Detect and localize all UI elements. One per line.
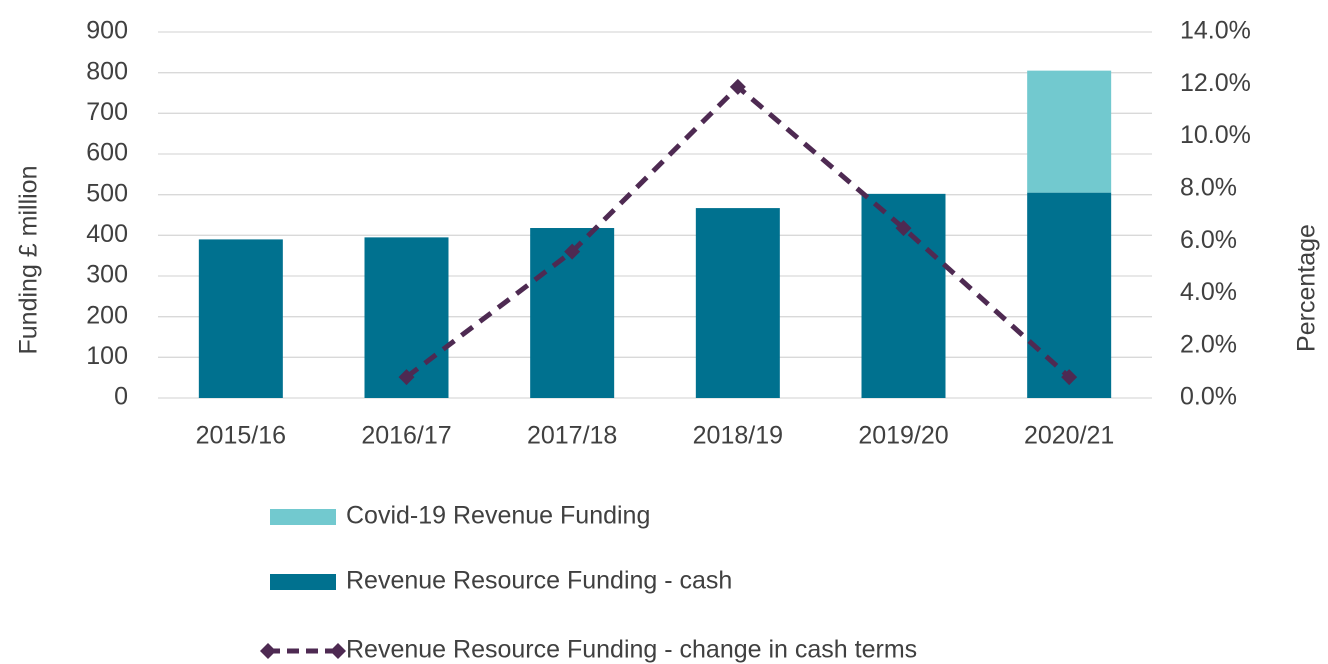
line-marker: [729, 78, 746, 95]
line-marker: [1061, 369, 1078, 386]
y2-tick-label: 6.0%: [1180, 226, 1237, 254]
y2-tick-label: 4.0%: [1180, 278, 1237, 306]
legend-swatch: [270, 574, 336, 590]
bar: [198, 239, 283, 398]
legend-label: Covid-19 Revenue Funding: [346, 502, 650, 530]
line-marker: [895, 220, 912, 237]
legend-marker: [260, 643, 276, 659]
legend-label: Revenue Resource Funding - cash: [346, 567, 732, 595]
bar: [1027, 192, 1112, 398]
bar: [1027, 70, 1112, 193]
x-tick-label: 2020/21: [1024, 422, 1114, 450]
x-tick-label: 2017/18: [527, 422, 617, 450]
y-tick-label: 200: [86, 301, 128, 329]
legend-marker: [330, 643, 346, 659]
x-tick-label: 2015/16: [196, 422, 286, 450]
y-tick-label: 700: [86, 98, 128, 126]
y-tick-label: 0: [114, 383, 128, 411]
y-tick-label: 600: [86, 139, 128, 167]
y-tick-label: 100: [86, 342, 128, 370]
y2-tick-label: 12.0%: [1180, 69, 1251, 97]
y2-tick-label: 10.0%: [1180, 121, 1251, 149]
legend-label: Revenue Resource Funding - change in cas…: [346, 636, 917, 664]
y2-tick-label: 14.0%: [1180, 17, 1251, 45]
y-tick-label: 800: [86, 57, 128, 85]
y-axis-label: Funding £ million: [15, 166, 43, 355]
bar: [695, 208, 780, 398]
x-tick-label: 2019/20: [858, 422, 948, 450]
legend-swatch: [270, 509, 336, 525]
x-tick-label: 2018/19: [693, 422, 783, 450]
y2-axis-label: Percentage: [1293, 224, 1321, 352]
line-marker: [398, 369, 415, 386]
line-marker: [564, 243, 581, 260]
y-tick-label: 400: [86, 220, 128, 248]
y-tick-label: 500: [86, 179, 128, 207]
y2-tick-label: 8.0%: [1180, 173, 1237, 201]
x-tick-label: 2016/17: [361, 422, 451, 450]
y-tick-label: 900: [86, 17, 128, 45]
y2-tick-label: 0.0%: [1180, 383, 1237, 411]
y2-tick-label: 2.0%: [1180, 330, 1237, 358]
y-tick-label: 300: [86, 261, 128, 289]
